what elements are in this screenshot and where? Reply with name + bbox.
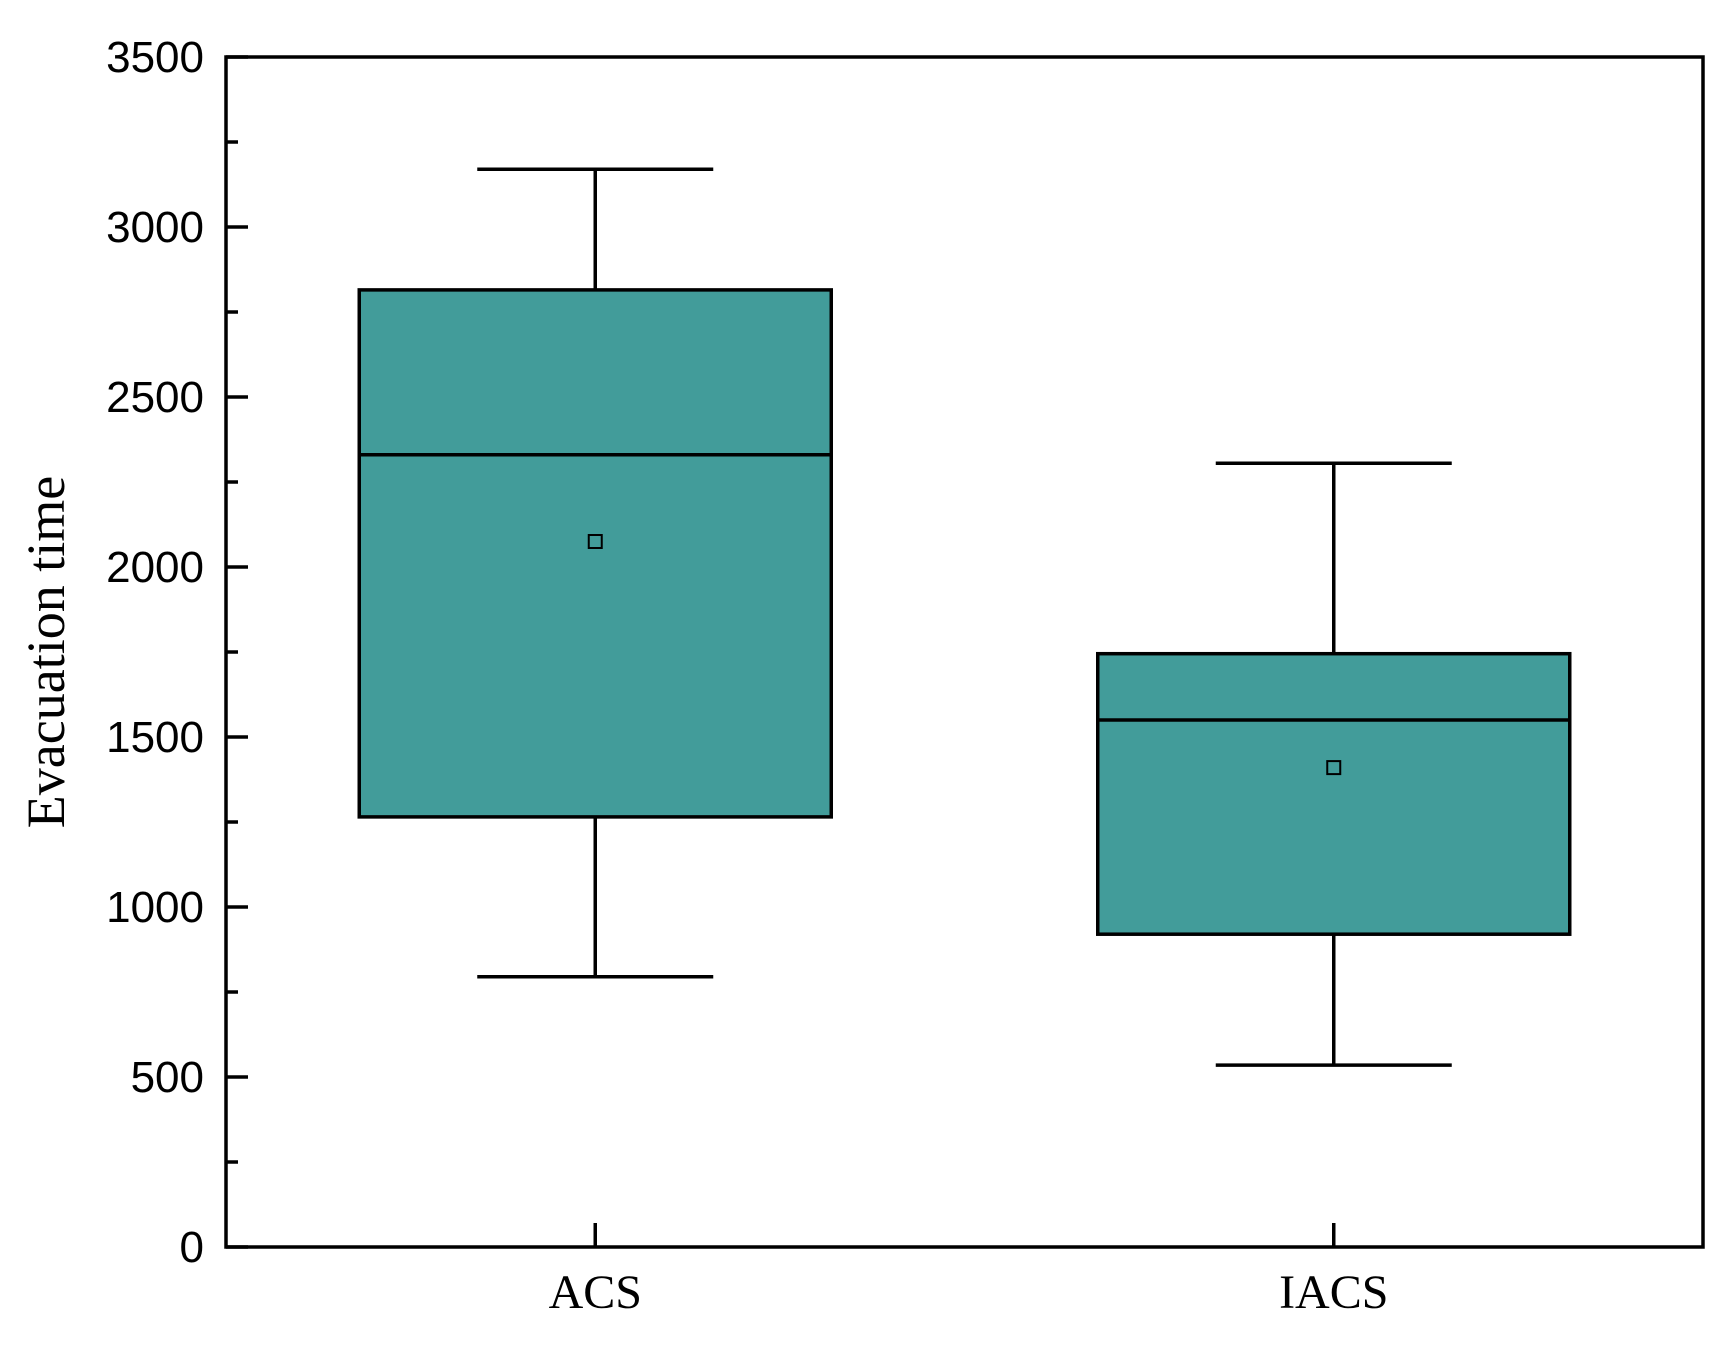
y-tick-label: 2500: [106, 373, 204, 422]
y-tick-label: 500: [131, 1053, 204, 1102]
y-tick-label: 3500: [106, 33, 204, 82]
y-tick-label: 3000: [106, 203, 204, 252]
box-group-iacs: [1096, 461, 1572, 1067]
mean-marker: [1326, 760, 1342, 776]
x-tick-label: IACS: [1279, 1266, 1388, 1319]
mean-marker: [587, 534, 603, 549]
y-tick-label: 1000: [106, 883, 204, 932]
box-group-acs: [357, 167, 833, 979]
ticks-layer: ACS IACS 0 500 1000 1500 2000 2500 3000 3500: [106, 33, 1388, 1319]
x-tick-label: ACS: [549, 1266, 642, 1319]
y-tick-label: 1500: [106, 713, 204, 762]
y-tick-label: 2000: [106, 543, 204, 592]
box-iqr: [1096, 651, 1572, 936]
plot-frame: [224, 55, 1705, 1249]
box-iqr: [357, 288, 833, 819]
y-tick-label: 0: [180, 1223, 204, 1272]
y-axis-label: Evacuation time: [16, 476, 76, 828]
boxes-layer: [357, 167, 1572, 1067]
